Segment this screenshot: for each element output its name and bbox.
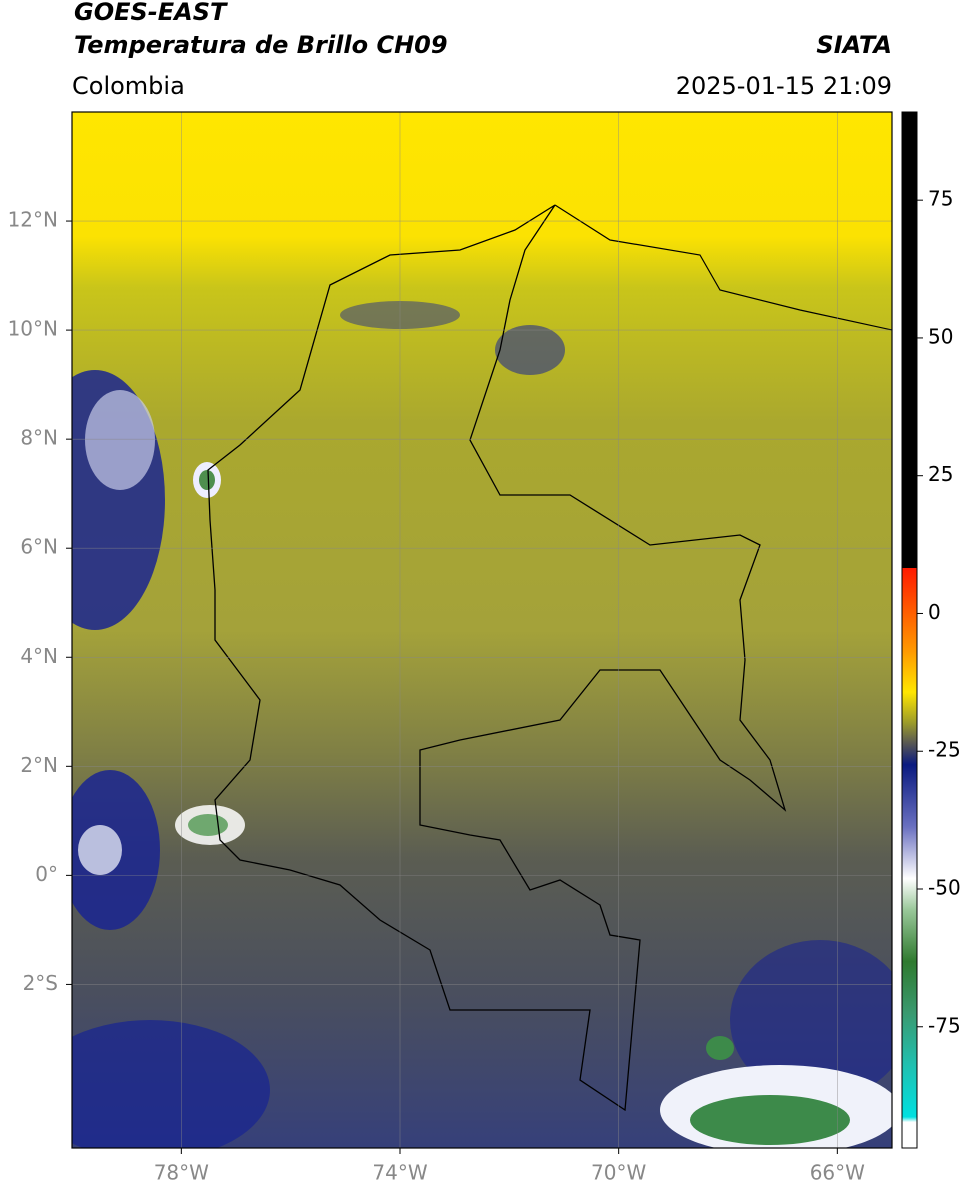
- x-tick-label: 78°W: [154, 1161, 209, 1185]
- satellite-image: [72, 112, 892, 1148]
- y-tick-label: 2°N: [20, 753, 58, 777]
- x-tick-label: 66°W: [810, 1161, 865, 1185]
- datetime: 2025-01-15 21:09: [676, 72, 892, 100]
- x-tick-label: 74°W: [372, 1161, 427, 1185]
- y-tick-label: 6°N: [20, 535, 58, 559]
- colorbar: [901, 111, 918, 1149]
- region: Colombia: [72, 72, 185, 100]
- colorbar-tick-label: 50: [928, 324, 953, 348]
- grid: [72, 112, 892, 1148]
- y-tick-label: 12°N: [8, 208, 58, 232]
- product: Temperatura de Brillo CH09: [74, 31, 448, 59]
- colorbar-tick-label: 0: [928, 600, 941, 624]
- y-tick-label: 10°N: [8, 317, 58, 341]
- colorbar-tick-label: -75: [928, 1013, 961, 1037]
- colorbar-tick-label: 25: [928, 462, 953, 486]
- source: SIATA: [816, 31, 892, 59]
- y-tick-label: 0°: [35, 862, 58, 886]
- x-tick-label: 70°W: [591, 1161, 646, 1185]
- colorbar-tick-label: -50: [928, 876, 961, 900]
- map-frame: [71, 111, 893, 1149]
- y-tick-label: 2°S: [23, 971, 58, 995]
- y-tick-label: 8°N: [20, 426, 58, 450]
- colorbar-tick-label: -25: [928, 738, 961, 762]
- y-tick-label: 4°N: [20, 644, 58, 668]
- colorbar-tick-label: 75: [928, 187, 953, 211]
- satellite: GOES-EAST: [74, 0, 228, 26]
